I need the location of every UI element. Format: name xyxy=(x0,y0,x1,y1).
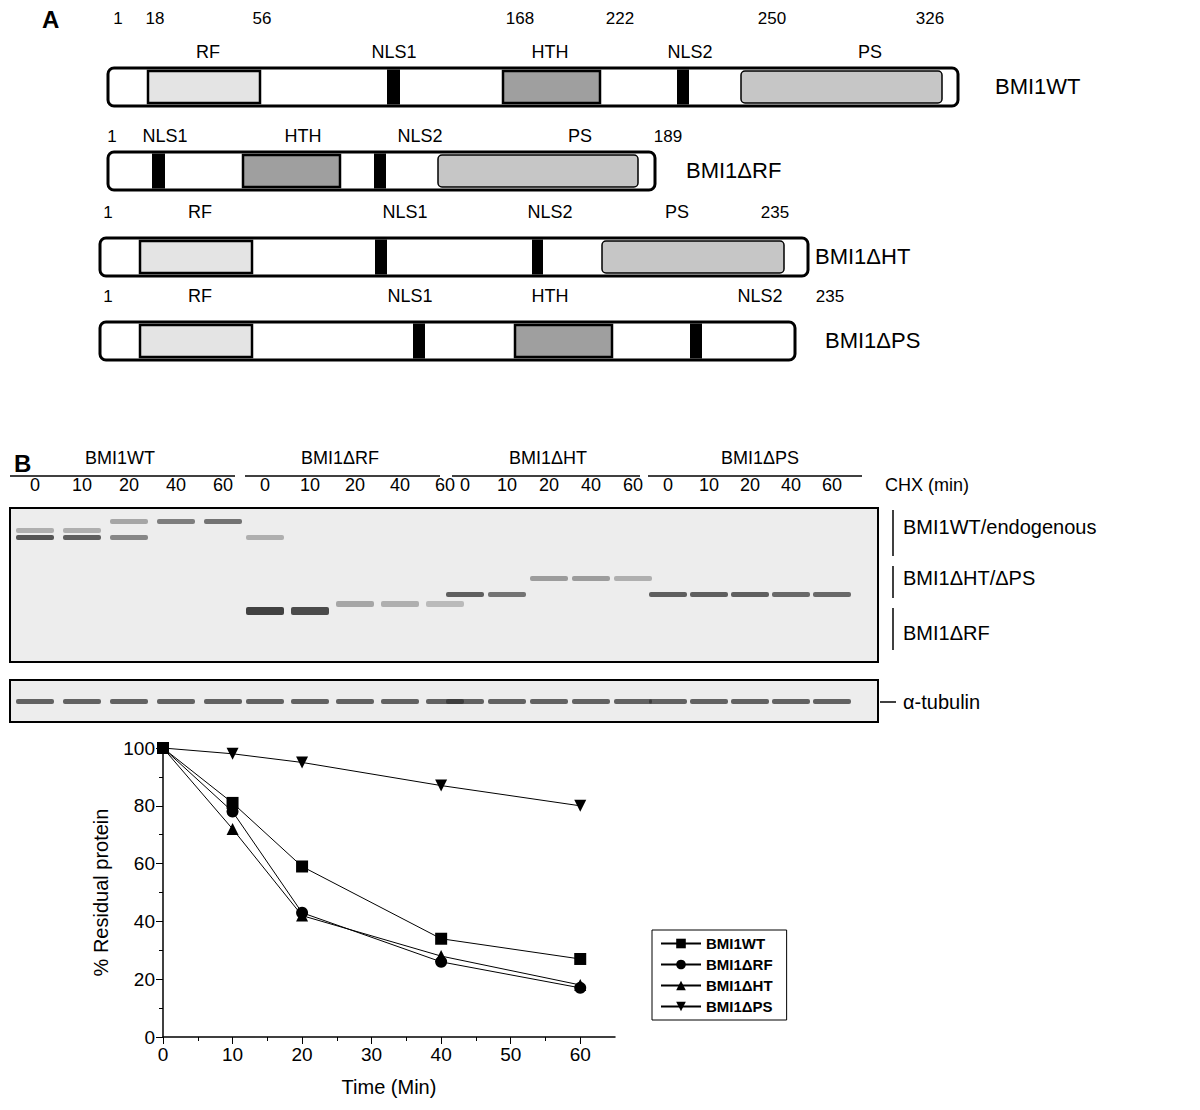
svg-text:60: 60 xyxy=(570,1044,591,1065)
svg-text:NLS1: NLS1 xyxy=(142,126,187,146)
svg-text:HTH: HTH xyxy=(532,42,569,62)
svg-text:Time (Min): Time (Min) xyxy=(342,1076,437,1098)
svg-text:0: 0 xyxy=(260,475,270,495)
svg-text:235: 235 xyxy=(761,203,789,222)
svg-text:PS: PS xyxy=(858,42,882,62)
svg-text:250: 250 xyxy=(758,9,786,28)
svg-text:NLS1: NLS1 xyxy=(387,286,432,306)
svg-text:BMI1WT: BMI1WT xyxy=(85,448,155,468)
svg-text:56: 56 xyxy=(253,9,272,28)
svg-text:RF: RF xyxy=(188,202,212,222)
svg-text:60: 60 xyxy=(435,475,455,495)
svg-text:0: 0 xyxy=(460,475,470,495)
svg-text:0: 0 xyxy=(144,1027,155,1048)
svg-text:60: 60 xyxy=(822,475,842,495)
svg-text:BMI1ΔHT: BMI1ΔHT xyxy=(706,977,773,994)
svg-text:α-tubulin: α-tubulin xyxy=(903,691,980,713)
svg-text:18: 18 xyxy=(146,9,165,28)
svg-text:BMI1ΔRF: BMI1ΔRF xyxy=(903,622,990,644)
svg-text:BMI1ΔRF: BMI1ΔRF xyxy=(301,448,379,468)
svg-text:BMI1ΔPS: BMI1ΔPS xyxy=(706,998,773,1015)
svg-text:50: 50 xyxy=(500,1044,521,1065)
svg-text:10: 10 xyxy=(222,1044,243,1065)
svg-text:80: 80 xyxy=(134,795,155,816)
svg-text:RF: RF xyxy=(196,42,220,62)
svg-text:BMI1ΔPS: BMI1ΔPS xyxy=(825,328,920,353)
svg-text:HTH: HTH xyxy=(532,286,569,306)
svg-text:0: 0 xyxy=(663,475,673,495)
svg-text:PS: PS xyxy=(665,202,689,222)
svg-text:10: 10 xyxy=(497,475,517,495)
svg-text:168: 168 xyxy=(506,9,534,28)
svg-text:BMI1WT: BMI1WT xyxy=(995,74,1081,99)
svg-text:20: 20 xyxy=(345,475,365,495)
svg-text:60: 60 xyxy=(213,475,233,495)
svg-text:60: 60 xyxy=(134,853,155,874)
svg-text:60: 60 xyxy=(623,475,643,495)
svg-text:20: 20 xyxy=(119,475,139,495)
svg-text:222: 222 xyxy=(606,9,634,28)
svg-text:NLS2: NLS2 xyxy=(737,286,782,306)
svg-text:CHX (min): CHX (min) xyxy=(885,475,969,495)
svg-text:NLS2: NLS2 xyxy=(397,126,442,146)
svg-text:40: 40 xyxy=(581,475,601,495)
svg-text:326: 326 xyxy=(916,9,944,28)
svg-text:PS: PS xyxy=(568,126,592,146)
svg-text:40: 40 xyxy=(781,475,801,495)
svg-text:189: 189 xyxy=(654,127,682,146)
svg-text:1: 1 xyxy=(103,287,112,306)
svg-text:BMI1ΔHT/ΔPS: BMI1ΔHT/ΔPS xyxy=(903,567,1035,589)
svg-text:1: 1 xyxy=(113,9,122,28)
svg-text:100: 100 xyxy=(123,738,155,759)
svg-text:40: 40 xyxy=(166,475,186,495)
svg-text:BMI1ΔRF: BMI1ΔRF xyxy=(706,956,773,973)
svg-text:A: A xyxy=(42,6,59,33)
svg-text:0: 0 xyxy=(158,1044,169,1065)
svg-text:NLS2: NLS2 xyxy=(667,42,712,62)
svg-text:30: 30 xyxy=(361,1044,382,1065)
svg-text:B: B xyxy=(14,450,31,477)
svg-text:BMI1ΔHT: BMI1ΔHT xyxy=(815,244,910,269)
svg-text:BMI1ΔRF: BMI1ΔRF xyxy=(686,158,781,183)
svg-text:1: 1 xyxy=(107,127,116,146)
svg-text:20: 20 xyxy=(740,475,760,495)
svg-text:0: 0 xyxy=(30,475,40,495)
svg-text:HTH: HTH xyxy=(285,126,322,146)
svg-text:20: 20 xyxy=(134,969,155,990)
svg-text:20: 20 xyxy=(539,475,559,495)
svg-text:235: 235 xyxy=(816,287,844,306)
svg-text:40: 40 xyxy=(431,1044,452,1065)
svg-text:BMI1ΔPS: BMI1ΔPS xyxy=(721,448,799,468)
svg-text:RF: RF xyxy=(188,286,212,306)
svg-text:% Residual protein: % Residual protein xyxy=(90,809,112,977)
svg-text:NLS1: NLS1 xyxy=(382,202,427,222)
svg-text:NLS1: NLS1 xyxy=(371,42,416,62)
svg-text:10: 10 xyxy=(72,475,92,495)
svg-text:NLS2: NLS2 xyxy=(527,202,572,222)
svg-text:1: 1 xyxy=(103,203,112,222)
svg-text:BMI1WT/endogenous: BMI1WT/endogenous xyxy=(903,516,1096,538)
svg-text:20: 20 xyxy=(292,1044,313,1065)
svg-text:BMI1WT: BMI1WT xyxy=(706,935,765,952)
svg-text:40: 40 xyxy=(134,911,155,932)
svg-text:10: 10 xyxy=(699,475,719,495)
svg-text:10: 10 xyxy=(300,475,320,495)
svg-text:BMI1ΔHT: BMI1ΔHT xyxy=(509,448,587,468)
svg-text:40: 40 xyxy=(390,475,410,495)
